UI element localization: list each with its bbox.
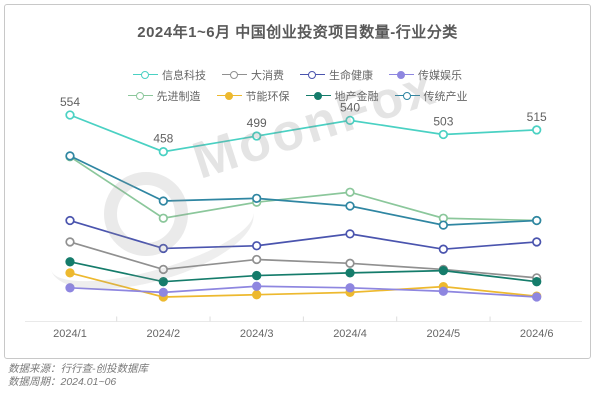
legend-item: 地产金融 xyxy=(305,88,379,104)
legend-label: 先进制造 xyxy=(156,91,201,103)
data-point xyxy=(438,265,449,276)
legend-label: 大消费 xyxy=(251,70,284,82)
data-label: 499 xyxy=(247,116,267,130)
line-chart: 2024/1 2024/2 2024/3 2024/4 2024/5 2024/6 554 4… xyxy=(25,95,582,340)
series-line xyxy=(69,272,537,298)
data-point xyxy=(438,129,449,140)
legend-label: 节能环保 xyxy=(245,91,290,103)
legend-marker-icon xyxy=(300,70,325,80)
data-point xyxy=(532,237,542,247)
data-point xyxy=(65,110,75,120)
data-point xyxy=(158,147,168,157)
data-point xyxy=(345,201,355,211)
data-point xyxy=(345,268,355,278)
data-point xyxy=(345,258,355,268)
data-label: 458 xyxy=(153,132,173,146)
data-point xyxy=(532,277,542,287)
data-point xyxy=(158,264,168,275)
data-point xyxy=(65,151,75,161)
data-point xyxy=(252,270,262,281)
series-line xyxy=(69,155,537,222)
data-point xyxy=(252,254,262,265)
data-point xyxy=(65,268,75,278)
data-point xyxy=(345,283,355,293)
data-point xyxy=(158,277,168,287)
data-point xyxy=(158,196,168,206)
data-point xyxy=(65,257,75,267)
data-point xyxy=(532,215,542,226)
chart-title: 2024年1~6月 中国创业投资项目数量-行业分类 xyxy=(137,24,458,41)
legend-marker-icon xyxy=(133,70,158,80)
data-point xyxy=(158,287,168,298)
legend-label: 地产金融 xyxy=(334,91,379,103)
data-point xyxy=(158,243,168,254)
legend-marker-icon xyxy=(216,91,242,101)
data-point xyxy=(252,193,262,203)
chart-legend: 信息科技 大消费 生命健康 传媒娱乐先进制造 节能环保 地产金融 传统产业 xyxy=(5,67,590,104)
legend-marker-icon xyxy=(305,91,331,101)
data-point xyxy=(252,290,262,300)
legend-item: 信息科技 xyxy=(133,67,206,83)
legend-label: 生命健康 xyxy=(329,70,373,82)
series-line xyxy=(69,241,537,279)
series-line xyxy=(69,285,537,298)
legend-marker-icon xyxy=(127,91,153,101)
x-axis-label: 2024/3 xyxy=(240,328,274,340)
series-line xyxy=(69,219,537,251)
legend-row: 信息科技 大消费 生命健康 传媒娱乐 xyxy=(133,67,462,83)
data-point xyxy=(345,229,355,239)
data-point xyxy=(158,213,168,223)
legend-item: 传媒娱乐 xyxy=(389,67,462,83)
chart-card: 2024年1~6月 中国创业投资项目数量-行业分类 信息科技 大消费 生命健康 传媒娱… xyxy=(4,4,591,359)
legend-label: 信息科技 xyxy=(162,70,206,82)
x-axis-label: 2024/5 xyxy=(427,328,461,340)
data-point xyxy=(65,283,75,293)
x-axis-label: 2024/4 xyxy=(333,328,367,340)
legend-marker-icon xyxy=(389,70,414,80)
legend-item: 传统产业 xyxy=(394,88,468,104)
legend-row: 先进制造 节能环保 地产金融 传统产业 xyxy=(127,88,468,104)
data-point xyxy=(345,115,355,126)
legend-item: 先进制造 xyxy=(127,88,201,104)
data-point xyxy=(252,241,262,251)
x-axis-label: 2024/1 xyxy=(53,328,87,340)
series-line xyxy=(69,260,537,283)
chart-footer: 数据来源：行行查-创投数据库 数据周期：2024.01~06 xyxy=(8,363,148,388)
data-label: 515 xyxy=(527,110,547,124)
data-point xyxy=(345,187,355,197)
data-label: 540 xyxy=(340,100,360,114)
data-point xyxy=(252,281,262,291)
data-label: 503 xyxy=(433,114,453,128)
legend-label: 传统产业 xyxy=(423,91,468,103)
data-point xyxy=(532,125,542,135)
data-point xyxy=(65,237,75,247)
data-period-text: 数据周期：2024.01~06 xyxy=(8,375,117,388)
legend-label: 传媒娱乐 xyxy=(418,70,462,82)
data-point xyxy=(252,131,262,141)
data-point xyxy=(438,244,449,254)
data-point xyxy=(65,215,75,226)
legend-marker-icon xyxy=(394,91,420,101)
data-point xyxy=(438,220,449,230)
legend-item: 生命健康 xyxy=(300,67,373,83)
series-line xyxy=(69,114,537,153)
series-line xyxy=(69,155,537,226)
data-label: 554 xyxy=(60,95,80,109)
legend-item: 节能环保 xyxy=(216,88,290,104)
x-axis-label: 2024/2 xyxy=(147,328,181,340)
data-point xyxy=(438,286,449,296)
x-axis-label: 2024/6 xyxy=(520,328,554,340)
legend-item: 大消费 xyxy=(222,67,284,83)
data-source-text: 数据来源：行行查-创投数据库 xyxy=(8,363,148,375)
data-point xyxy=(532,292,542,302)
legend-marker-icon xyxy=(222,70,247,80)
